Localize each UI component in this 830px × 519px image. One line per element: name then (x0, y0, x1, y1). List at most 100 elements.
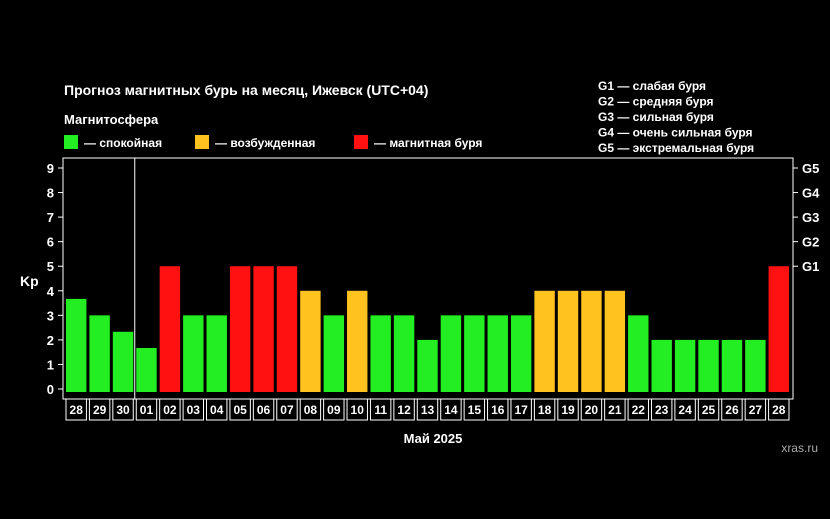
bar (206, 315, 227, 392)
bar (417, 339, 438, 392)
bar (651, 339, 672, 392)
g-tick-label: G4 (802, 186, 820, 201)
bar (159, 266, 181, 392)
source-watermark: xras.ru (781, 441, 818, 455)
legend-heading: Магнитосфера (64, 112, 159, 127)
bar (464, 315, 485, 392)
date-label: 14 (444, 403, 458, 417)
bar (604, 290, 626, 392)
date-box (323, 398, 345, 421)
legend-swatch (64, 135, 78, 149)
date-box (580, 398, 603, 421)
date-label: 24 (678, 403, 692, 417)
date-label: 15 (468, 403, 482, 417)
date-box (299, 398, 322, 421)
y-axis-label: Kp (20, 273, 39, 289)
date-label: 16 (491, 403, 505, 417)
date-label: 07 (280, 403, 294, 417)
bar (721, 339, 743, 392)
y-tick-label: 7 (47, 210, 54, 225)
y-tick-label: 9 (47, 161, 54, 176)
bar (393, 315, 415, 392)
date-label: 08 (304, 403, 318, 417)
legend-label: — спокойная (84, 136, 162, 150)
date-label: 26 (725, 403, 739, 417)
date-box (510, 398, 532, 421)
date-box (627, 398, 649, 421)
legend-label: — магнитная буря (374, 136, 482, 150)
date-label: 12 (397, 403, 411, 417)
date-box (697, 398, 720, 421)
bar (440, 315, 462, 392)
date-label: 22 (632, 403, 646, 417)
legend-label: — возбужденная (215, 136, 315, 150)
bar (557, 290, 579, 392)
g-legend-item: G1 — слабая буря (598, 79, 706, 93)
g-tick-label: G1 (802, 259, 819, 274)
bar (89, 315, 110, 392)
date-box (229, 398, 251, 421)
bar (112, 331, 134, 392)
date-box (65, 398, 87, 421)
date-box (252, 398, 275, 421)
date-label: 06 (257, 403, 271, 417)
bar (698, 339, 719, 392)
y-tick-label: 6 (47, 235, 54, 250)
bar (487, 315, 508, 392)
date-box (393, 398, 415, 421)
date-box (416, 398, 439, 421)
date-box (206, 398, 228, 421)
date-box (159, 398, 181, 421)
date-label: 09 (327, 403, 341, 417)
x-axis-label: Май 2025 (404, 431, 463, 446)
bar (183, 315, 204, 392)
date-label: 18 (538, 403, 552, 417)
date-box (276, 398, 298, 421)
g-legend-item: G4 — очень сильная буря (598, 126, 753, 140)
date-label: 11 (374, 403, 387, 417)
bar (229, 266, 251, 392)
bar (581, 290, 602, 392)
date-box (533, 398, 556, 421)
g-legend-item: G5 — экстремальная буря (598, 141, 754, 155)
date-label: 17 (514, 403, 528, 417)
bar (136, 347, 157, 392)
bar (768, 266, 789, 392)
date-box (721, 398, 743, 421)
date-box (557, 398, 579, 421)
bar (674, 339, 696, 392)
date-label: 10 (351, 403, 365, 417)
g-legend-item: G2 — средняя буря (598, 95, 714, 109)
date-label: 19 (561, 403, 575, 417)
bar (370, 315, 391, 392)
date-box (674, 398, 696, 421)
y-tick-label: 1 (47, 357, 54, 372)
bar (347, 290, 368, 392)
date-label: 21 (608, 403, 622, 417)
bar (300, 290, 321, 392)
date-box (604, 398, 626, 421)
date-label: 03 (187, 403, 201, 417)
g-legend-item: G3 — сильная буря (598, 110, 714, 124)
y-tick-label: 3 (47, 308, 54, 323)
date-label: 30 (116, 403, 130, 417)
date-label: 23 (655, 403, 669, 417)
g-tick-label: G5 (802, 161, 819, 176)
date-label: 02 (163, 403, 177, 417)
date-box (768, 398, 790, 421)
bar (745, 339, 766, 392)
bar (323, 315, 345, 392)
g-tick-label: G2 (802, 235, 819, 250)
bar (534, 290, 555, 392)
date-label: 04 (210, 403, 224, 417)
y-tick-label: 4 (47, 284, 55, 299)
date-box (88, 398, 111, 421)
legend-swatch (195, 135, 209, 149)
date-box (369, 398, 392, 421)
date-box (487, 398, 509, 421)
date-box (182, 398, 205, 421)
legend: — спокойная — возбужденная — магнитная бур… (64, 135, 482, 150)
